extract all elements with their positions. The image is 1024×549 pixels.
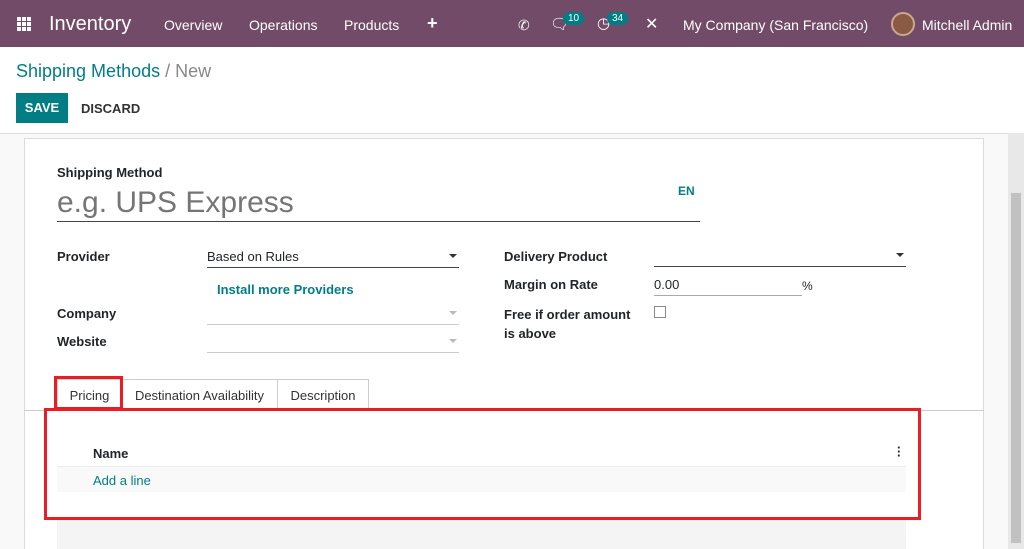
phone-icon[interactable]: ✆: [518, 17, 530, 33]
plus-icon[interactable]: +: [427, 13, 438, 33]
breadcrumb: Shipping Methods / New: [16, 61, 212, 81]
tab-destination-availability[interactable]: Destination Availability: [122, 379, 278, 411]
tab-pricing[interactable]: Pricing: [57, 379, 122, 411]
shipping-method-input[interactable]: [57, 184, 700, 222]
top-navbar: Inventory Overview Operations Products +…: [0, 0, 1024, 47]
debug-tools-icon[interactable]: ✕: [645, 16, 659, 33]
language-button[interactable]: EN: [678, 184, 695, 198]
add-line-row: [57, 466, 906, 492]
company-switcher[interactable]: My Company (San Francisco): [683, 17, 869, 33]
company-select[interactable]: [207, 305, 459, 325]
discard-button[interactable]: DISCARD: [81, 101, 141, 116]
scrollbar[interactable]: [1008, 133, 1024, 549]
optional-columns-icon[interactable]: · · ·: [897, 440, 902, 463]
margin-label: Margin on Rate: [504, 277, 598, 292]
app-title[interactable]: Inventory: [49, 13, 132, 35]
margin-input[interactable]: 0.00: [654, 276, 802, 296]
apps-grid-icon[interactable]: [17, 17, 31, 31]
website-label: Website: [57, 334, 107, 349]
add-line-link[interactable]: Add a line: [93, 473, 151, 488]
chevron-down-icon: [449, 254, 457, 258]
clock-icon[interactable]: ◷: [597, 15, 611, 32]
provider-label: Provider: [57, 249, 110, 264]
provider-select[interactable]: Based on Rules: [207, 248, 459, 268]
menu-overview[interactable]: Overview: [164, 17, 223, 33]
tab-description[interactable]: Description: [278, 379, 369, 411]
breadcrumb-current: New: [175, 61, 212, 81]
highlight-pricing-table: [44, 408, 921, 520]
table-footer: [57, 519, 906, 549]
provider-value: Based on Rules: [207, 249, 299, 264]
avatar[interactable]: [891, 12, 915, 36]
install-providers-link[interactable]: Install more Providers: [217, 282, 354, 297]
user-menu[interactable]: Mitchell Admin: [922, 17, 1013, 33]
website-select[interactable]: [207, 333, 459, 353]
messages-badge: 10: [563, 12, 585, 25]
company-label: Company: [57, 306, 117, 321]
margin-value: 0.00: [654, 277, 680, 292]
highlight-pricing-tab: [54, 376, 123, 410]
chevron-down-icon: [449, 339, 457, 343]
save-button[interactable]: SAVE: [16, 93, 68, 123]
margin-unit: %: [802, 279, 813, 293]
delivery-product-label: Delivery Product: [504, 249, 608, 264]
chevron-down-icon: [449, 311, 457, 315]
breadcrumb-parent[interactable]: Shipping Methods: [16, 61, 161, 81]
shipping-method-label: Shipping Method: [57, 165, 163, 180]
chevron-down-icon: [896, 253, 904, 257]
free-over-checkbox[interactable]: [654, 306, 666, 318]
free-over-label: Free if order amount is above: [504, 307, 631, 341]
menu-operations[interactable]: Operations: [249, 17, 318, 33]
column-header-name[interactable]: Name: [93, 446, 129, 461]
activities-badge: 34: [607, 12, 629, 25]
menu-products[interactable]: Products: [344, 17, 400, 33]
delivery-product-select[interactable]: [654, 247, 906, 267]
